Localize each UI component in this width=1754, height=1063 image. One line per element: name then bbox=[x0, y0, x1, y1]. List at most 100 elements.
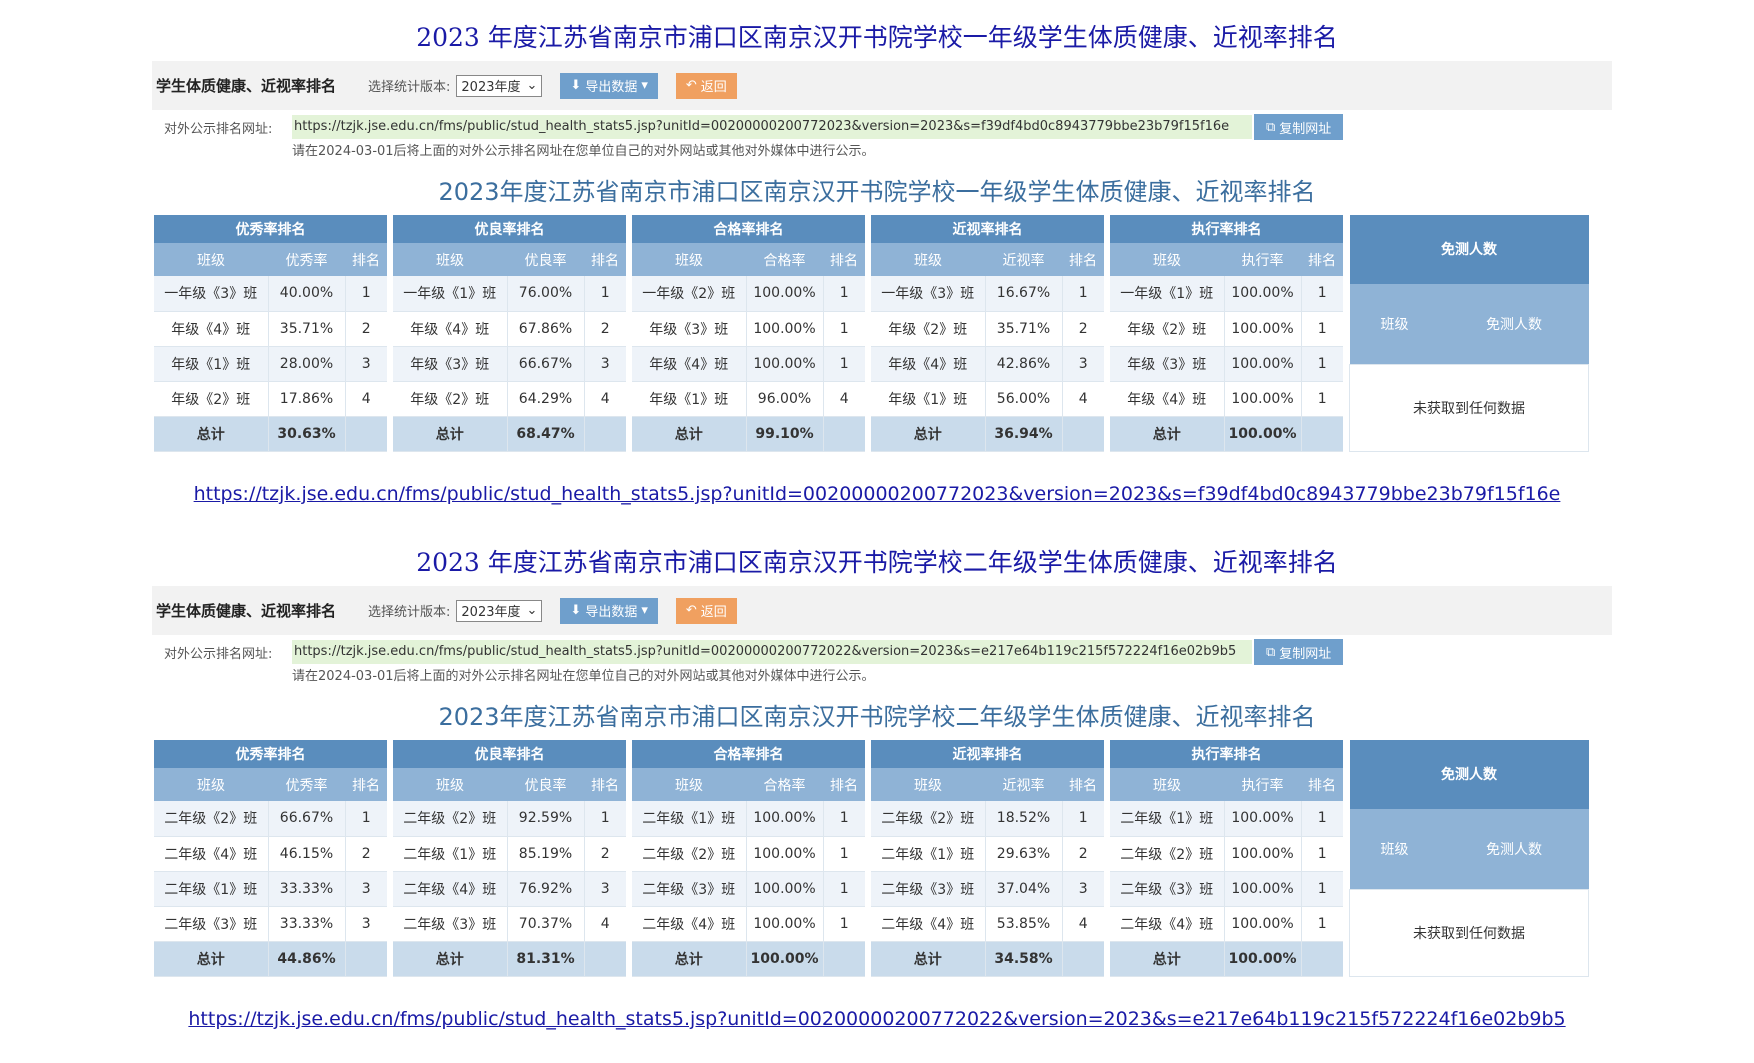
grade-2-section: 2023 年度江苏省南京市浦口区南京汉开书院学校二年级学生体质健康、近视率排名 … bbox=[0, 545, 1754, 1030]
class-cell: 年级《1》班 bbox=[632, 381, 746, 417]
class-cell: 年级《4》班 bbox=[632, 346, 746, 382]
total-rank bbox=[1300, 416, 1343, 452]
rate-cell: 64.29% bbox=[506, 381, 584, 417]
column-header: 班级 bbox=[154, 768, 268, 801]
total-label: 总计 bbox=[871, 941, 985, 977]
table-row: 年级《4》班 42.86% 3 bbox=[871, 346, 1104, 382]
class-cell: 二年级《4》班 bbox=[154, 836, 268, 872]
version-select[interactable]: 2023年度 ⌄ bbox=[456, 599, 543, 622]
column-header: 班级 bbox=[154, 243, 268, 276]
rate-cell: 100.00% bbox=[745, 276, 823, 312]
class-cell: 年级《4》班 bbox=[1110, 381, 1224, 417]
column-header: 班级 bbox=[871, 243, 985, 276]
total-value: 44.86% bbox=[267, 941, 345, 977]
download-icon: ⬇ bbox=[570, 603, 582, 618]
rank-cell: 1 bbox=[583, 801, 626, 837]
class-cell: 二年级《4》班 bbox=[1110, 906, 1224, 942]
table-row: 年级《2》班 17.86% 4 bbox=[154, 381, 387, 417]
copy-url-button[interactable]: ⧉ 复制网址 bbox=[1254, 114, 1344, 140]
rate-cell: 46.15% bbox=[267, 836, 345, 872]
total-value: 34.58% bbox=[984, 941, 1062, 977]
column-header: 优良率 bbox=[507, 768, 584, 801]
column-header: 排名 bbox=[345, 768, 387, 801]
ranking-table: 近视率排名 班级 近视率 排名 二年级《2》班 18.52% 1 二年级《1》班 29.63% 2… bbox=[871, 740, 1104, 977]
column-header: 班级 bbox=[1349, 808, 1440, 890]
class-cell: 二年级《1》班 bbox=[154, 871, 268, 907]
column-header: 班级 bbox=[1349, 283, 1440, 365]
public-url-field[interactable]: https://tzjk.jse.edu.cn/fms/public/stud_… bbox=[292, 115, 1252, 139]
ranking-tables: 优秀率排名 班级 优秀率 排名 一年级《3》班 40.00% 1 年级《4》班 35.71% 2 年… bbox=[154, 215, 1589, 452]
class-cell: 二年级《3》班 bbox=[154, 906, 268, 942]
table-header: 执行率排名 bbox=[1110, 215, 1343, 243]
table-row: 年级《4》班 67.86% 2 bbox=[393, 311, 626, 347]
table-row: 年级《4》班 100.00% 1 bbox=[632, 346, 865, 382]
rank-cell: 4 bbox=[583, 381, 626, 417]
public-url-field[interactable]: https://tzjk.jse.edu.cn/fms/public/stud_… bbox=[292, 640, 1252, 664]
public-url-link[interactable]: https://tzjk.jse.edu.cn/fms/public/stud_… bbox=[188, 1008, 1566, 1030]
version-select[interactable]: 2023年度 ⌄ bbox=[456, 74, 543, 97]
rank-cell: 1 bbox=[1300, 276, 1343, 312]
table-row: 年级《1》班 56.00% 4 bbox=[871, 381, 1104, 417]
table-row: 二年级《1》班 100.00% 1 bbox=[632, 801, 865, 837]
rate-cell: 33.33% bbox=[267, 906, 345, 942]
class-cell: 年级《3》班 bbox=[1110, 346, 1224, 382]
rank-cell: 3 bbox=[1061, 346, 1104, 382]
back-label: 返回 bbox=[700, 605, 727, 620]
column-header: 免测人数 bbox=[1439, 283, 1589, 365]
rate-cell: 56.00% bbox=[984, 381, 1062, 417]
class-cell: 二年级《4》班 bbox=[632, 906, 746, 942]
exempt-table: 免测人数 班级 免测人数 未获取到任何数据 bbox=[1349, 740, 1589, 977]
class-cell: 年级《1》班 bbox=[154, 346, 268, 382]
class-cell: 二年级《3》班 bbox=[1110, 871, 1224, 907]
rate-cell: 100.00% bbox=[1223, 381, 1301, 417]
rate-cell: 16.67% bbox=[984, 276, 1062, 312]
rank-cell: 4 bbox=[1061, 381, 1104, 417]
table-row: 二年级《2》班 18.52% 1 bbox=[871, 801, 1104, 837]
total-label: 总计 bbox=[632, 941, 746, 977]
rank-cell: 2 bbox=[1061, 311, 1104, 347]
column-header: 合格率 bbox=[746, 243, 823, 276]
rate-cell: 28.00% bbox=[267, 346, 345, 382]
table-row: 二年级《2》班 100.00% 1 bbox=[632, 836, 865, 872]
table-row: 年级《2》班 35.71% 2 bbox=[871, 311, 1104, 347]
rank-cell: 2 bbox=[1061, 836, 1104, 872]
column-header: 排名 bbox=[1301, 243, 1343, 276]
rank-cell: 1 bbox=[822, 311, 865, 347]
grade-1-section: 2023 年度江苏省南京市浦口区南京汉开书院学校一年级学生体质健康、近视率排名 … bbox=[0, 20, 1754, 505]
back-button[interactable]: ↶ 返回 bbox=[675, 72, 737, 99]
toolbar-title: 学生体质健康、近视率排名 bbox=[156, 602, 337, 620]
table-row: 二年级《3》班 100.00% 1 bbox=[1110, 871, 1343, 907]
class-cell: 二年级《3》班 bbox=[393, 906, 507, 942]
total-label: 总计 bbox=[154, 941, 268, 977]
class-cell: 年级《3》班 bbox=[393, 346, 507, 382]
exempt-table: 免测人数 班级 免测人数 未获取到任何数据 bbox=[1349, 215, 1589, 452]
total-value: 68.47% bbox=[506, 416, 584, 452]
table-row: 二年级《1》班 33.33% 3 bbox=[154, 871, 387, 907]
total-rank bbox=[1061, 941, 1104, 977]
copy-label: 复制网址 bbox=[1279, 646, 1332, 662]
export-data-button[interactable]: ⬇ 导出数据 ▾ bbox=[560, 72, 658, 99]
ranking-table: 合格率排名 班级 合格率 排名 二年级《1》班 100.00% 1 二年级《2》班 100.00… bbox=[632, 740, 865, 977]
total-row: 总计 81.31% bbox=[393, 941, 626, 977]
rate-cell: 17.86% bbox=[267, 381, 345, 417]
rate-cell: 66.67% bbox=[267, 801, 345, 837]
table-header: 近视率排名 bbox=[871, 740, 1104, 768]
ranking-table: 优良率排名 班级 优良率 排名 一年级《1》班 76.00% 1 年级《4》班 67.86% 2 年… bbox=[393, 215, 626, 452]
export-data-button[interactable]: ⬇ 导出数据 ▾ bbox=[560, 597, 658, 624]
copy-url-button[interactable]: ⧉ 复制网址 bbox=[1254, 639, 1344, 665]
rank-cell: 1 bbox=[1300, 906, 1343, 942]
public-url-label: 对外公示排名网址: bbox=[164, 646, 273, 662]
public-url-link[interactable]: https://tzjk.jse.edu.cn/fms/public/stud_… bbox=[193, 483, 1561, 505]
table-row: 年级《3》班 100.00% 1 bbox=[1110, 346, 1343, 382]
class-cell: 年级《4》班 bbox=[154, 311, 268, 347]
table-header: 合格率排名 bbox=[632, 740, 865, 768]
total-label: 总计 bbox=[1110, 941, 1224, 977]
total-value: 36.94% bbox=[984, 416, 1062, 452]
back-label: 返回 bbox=[700, 80, 727, 95]
total-label: 总计 bbox=[632, 416, 746, 452]
total-row: 总计 99.10% bbox=[632, 416, 865, 452]
rate-cell: 35.71% bbox=[267, 311, 345, 347]
back-button[interactable]: ↶ 返回 bbox=[675, 597, 737, 624]
table-row: 二年级《2》班 100.00% 1 bbox=[1110, 836, 1343, 872]
version-label: 选择统计版本: bbox=[368, 605, 451, 620]
